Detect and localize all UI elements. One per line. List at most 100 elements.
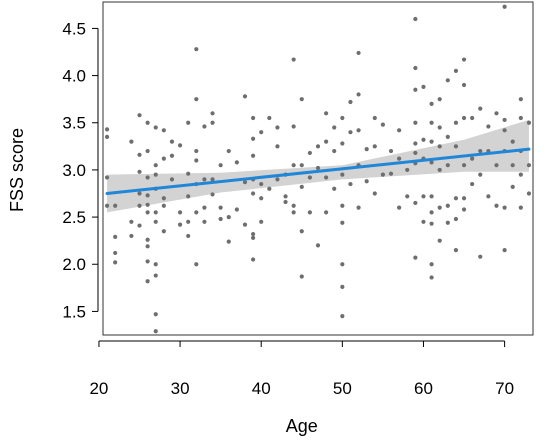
data-point-189 — [453, 196, 459, 201]
data-point-199 — [470, 156, 475, 161]
data-point-160 — [413, 255, 418, 260]
data-point-62 — [202, 205, 207, 210]
data-point-104 — [299, 97, 304, 102]
data-point-112 — [315, 144, 321, 149]
data-point-140 — [372, 115, 377, 121]
data-point-115 — [324, 111, 329, 116]
data-point-157 — [413, 150, 418, 156]
data-point-59 — [194, 262, 199, 267]
data-point-98 — [283, 199, 288, 205]
data-point-58 — [194, 210, 199, 215]
data-point-169 — [429, 160, 434, 165]
data-point-40 — [161, 203, 166, 208]
data-point-51 — [186, 219, 191, 224]
x-tick-label-60: 60 — [414, 379, 433, 398]
data-point-42 — [169, 139, 175, 144]
data-point-141 — [372, 144, 377, 149]
data-point-165 — [421, 219, 426, 224]
data-point-68 — [218, 163, 223, 168]
data-point-172 — [429, 221, 434, 226]
data-point-54 — [194, 97, 199, 102]
data-point-85 — [250, 235, 256, 240]
data-point-1 — [104, 134, 110, 139]
data-point-17 — [145, 120, 150, 125]
data-point-61 — [202, 177, 207, 182]
data-point-44 — [169, 177, 175, 182]
data-point-92 — [267, 186, 272, 191]
data-point-175 — [437, 97, 442, 102]
data-point-123 — [340, 141, 345, 146]
data-point-133 — [356, 50, 361, 56]
data-point-121 — [332, 186, 337, 191]
data-point-127 — [340, 262, 345, 267]
data-point-24 — [145, 244, 150, 249]
data-point-182 — [445, 134, 450, 139]
data-point-120 — [332, 148, 337, 154]
x-tick-label-40: 40 — [252, 379, 271, 398]
regression-line — [105, 147, 531, 195]
data-point-225 — [526, 120, 532, 125]
data-point-204 — [478, 254, 483, 259]
data-point-156 — [413, 141, 418, 146]
data-point-0 — [104, 127, 110, 132]
y-tick-label-3-5: 3.5 — [62, 114, 86, 133]
data-point-23 — [145, 237, 150, 242]
data-point-22 — [145, 210, 150, 215]
data-point-76 — [242, 94, 248, 99]
data-point-11 — [137, 113, 142, 118]
data-point-188 — [453, 144, 459, 149]
y-tick-label-3: 3.0 — [62, 161, 86, 180]
data-point-64 — [210, 111, 215, 116]
data-point-113 — [315, 165, 321, 171]
data-point-139 — [364, 179, 369, 184]
data-point-178 — [437, 167, 442, 173]
data-point-84 — [250, 231, 256, 237]
data-point-145 — [388, 148, 394, 154]
data-point-194 — [461, 115, 467, 121]
data-point-5 — [113, 234, 118, 239]
data-point-65 — [210, 120, 215, 125]
data-point-153 — [413, 65, 418, 71]
data-point-170 — [429, 194, 434, 199]
data-point-4 — [113, 203, 118, 208]
y-tick-label-2: 2.0 — [62, 255, 86, 274]
data-point-155 — [413, 120, 418, 125]
data-point-52 — [186, 233, 191, 239]
data-point-116 — [324, 139, 329, 144]
data-point-83 — [250, 191, 256, 196]
data-point-32 — [153, 219, 158, 224]
data-point-34 — [153, 273, 158, 278]
data-point-181 — [445, 78, 450, 83]
data-point-193 — [461, 82, 467, 88]
y-tick-label-2-5: 2.5 — [62, 208, 86, 227]
data-point-150 — [405, 167, 410, 173]
data-point-20 — [145, 193, 150, 198]
data-point-210 — [494, 203, 499, 208]
data-point-180 — [437, 238, 442, 243]
plot-layer — [102, 1, 534, 336]
data-point-208 — [494, 111, 499, 116]
data-point-25 — [145, 259, 150, 264]
data-point-128 — [340, 284, 345, 289]
data-point-186 — [453, 68, 459, 73]
data-point-144 — [380, 172, 386, 177]
data-point-109 — [307, 150, 312, 156]
data-point-69 — [218, 205, 223, 210]
data-point-132 — [348, 181, 353, 187]
data-point-26 — [145, 279, 150, 284]
data-point-216 — [502, 247, 507, 253]
data-point-130 — [348, 99, 353, 105]
data-point-18 — [145, 148, 150, 154]
data-point-200 — [470, 181, 475, 187]
data-point-37 — [161, 128, 166, 133]
data-point-38 — [161, 156, 166, 161]
data-point-203 — [478, 172, 483, 177]
data-point-227 — [526, 191, 532, 196]
data-point-161 — [421, 84, 426, 90]
data-point-49 — [186, 171, 191, 176]
y-tick-label-4: 4.0 — [62, 67, 86, 86]
data-point-2 — [104, 175, 110, 180]
data-point-226 — [526, 163, 532, 168]
data-point-16 — [137, 223, 142, 228]
data-point-7 — [113, 260, 118, 265]
